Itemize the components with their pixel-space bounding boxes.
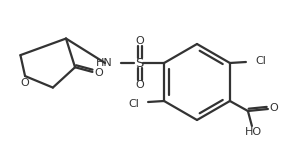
Text: O: O bbox=[135, 80, 144, 90]
Text: O: O bbox=[21, 78, 29, 88]
Text: O: O bbox=[270, 103, 278, 113]
Text: HN: HN bbox=[96, 58, 113, 68]
Text: O: O bbox=[94, 68, 103, 78]
Text: HO: HO bbox=[245, 127, 263, 137]
Text: S: S bbox=[135, 56, 143, 69]
Text: Cl: Cl bbox=[255, 56, 266, 66]
Text: O: O bbox=[135, 36, 144, 46]
Text: Cl: Cl bbox=[128, 99, 139, 109]
